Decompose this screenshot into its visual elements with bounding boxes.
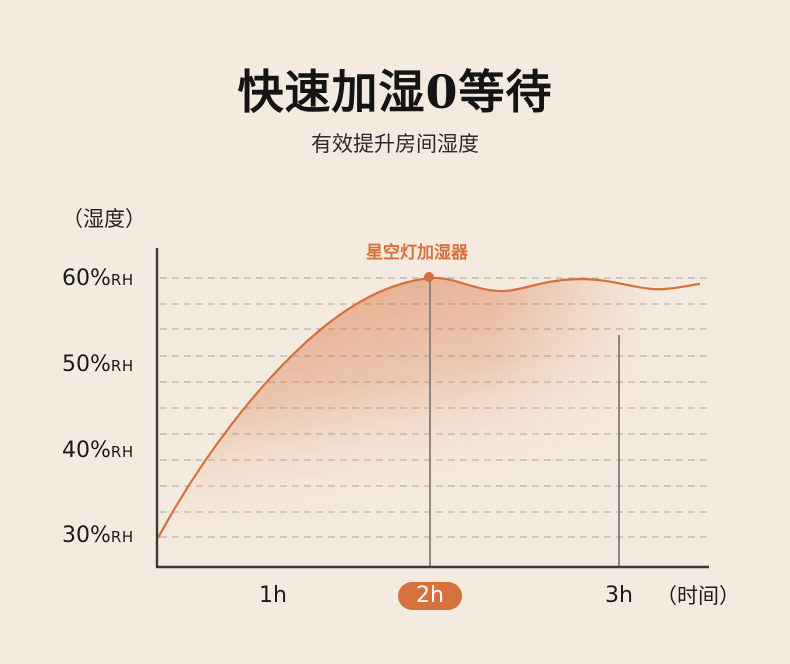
peak-point: [424, 272, 434, 282]
y-tick-40: 40%RH: [62, 438, 134, 463]
series-label: 星空灯加湿器: [366, 243, 468, 263]
x-tick-3h: 3h: [605, 583, 633, 608]
humidity-curve: [157, 276, 701, 539]
y-axis-unit: （湿度）: [62, 207, 146, 231]
y-tick-30: 30%RH: [62, 523, 134, 548]
x-tick-2h-highlighted: 2h: [398, 582, 462, 610]
y-tick-60: 60%RH: [62, 266, 134, 291]
x-axis-unit: （时间）: [656, 584, 740, 608]
x-tick-1h: 1h: [259, 583, 287, 608]
y-tick-50: 50%RH: [62, 352, 134, 377]
page-title: 快速加湿0等待: [237, 65, 553, 119]
page-subtitle: 有效提升房间湿度: [311, 132, 479, 156]
